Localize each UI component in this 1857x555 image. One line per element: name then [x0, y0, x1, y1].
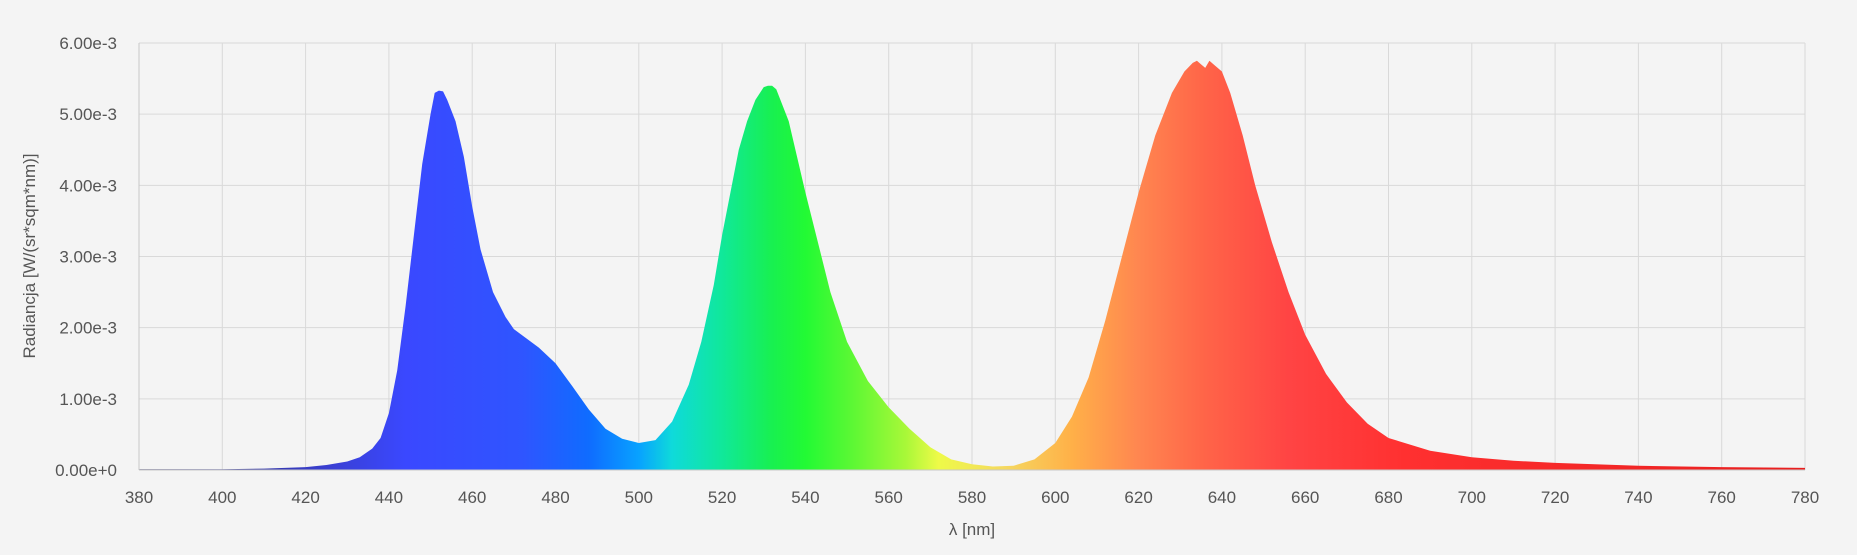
y-tick-label: 1.00e-3 [59, 390, 117, 409]
grid-lines [138, 42, 1806, 471]
y-tick-label: 6.00e-3 [59, 34, 117, 53]
x-axis-title: λ [nm] [949, 520, 995, 539]
x-tick-label: 640 [1208, 488, 1236, 507]
x-tick-label: 540 [791, 488, 819, 507]
x-tick-label: 460 [458, 488, 486, 507]
x-tick-label: 620 [1124, 488, 1152, 507]
x-tick-label: 740 [1624, 488, 1652, 507]
x-tick-label: 560 [875, 488, 903, 507]
x-tick-label: 720 [1541, 488, 1569, 507]
x-tick-label: 420 [291, 488, 319, 507]
y-tick-label: 4.00e-3 [59, 176, 117, 195]
x-tick-label: 380 [125, 488, 153, 507]
y-axis-ticks: 0.00e+0 1.00e-3 2.00e-3 3.00e-3 4.00e-3 5.00e… [55, 34, 117, 480]
y-tick-label: 3.00e-3 [59, 248, 117, 267]
x-tick-label: 400 [208, 488, 236, 507]
axes [138, 43, 1805, 471]
x-tick-label: 600 [1041, 488, 1069, 507]
x-tick-label: 780 [1791, 488, 1819, 507]
x-tick-label: 700 [1458, 488, 1486, 507]
x-tick-label: 580 [958, 488, 986, 507]
x-tick-label: 760 [1708, 488, 1736, 507]
x-tick-label: 660 [1291, 488, 1319, 507]
y-tick-label: 5.00e-3 [59, 105, 117, 124]
x-tick-label: 440 [375, 488, 403, 507]
x-tick-label: 500 [625, 488, 653, 507]
x-tick-label: 680 [1374, 488, 1402, 507]
spectrum-area [139, 60, 1805, 470]
y-tick-label: 0.00e+0 [55, 461, 117, 480]
y-axis-title: Radiancja [W/(sr*sqm*nm)] [20, 154, 39, 359]
x-tick-label: 520 [708, 488, 736, 507]
y-tick-label: 2.00e-3 [59, 319, 117, 338]
x-tick-label: 480 [541, 488, 569, 507]
x-axis-ticks: 380 400 420 440 460 480 500 520 540 560 580 600 620 6… [125, 488, 1819, 507]
